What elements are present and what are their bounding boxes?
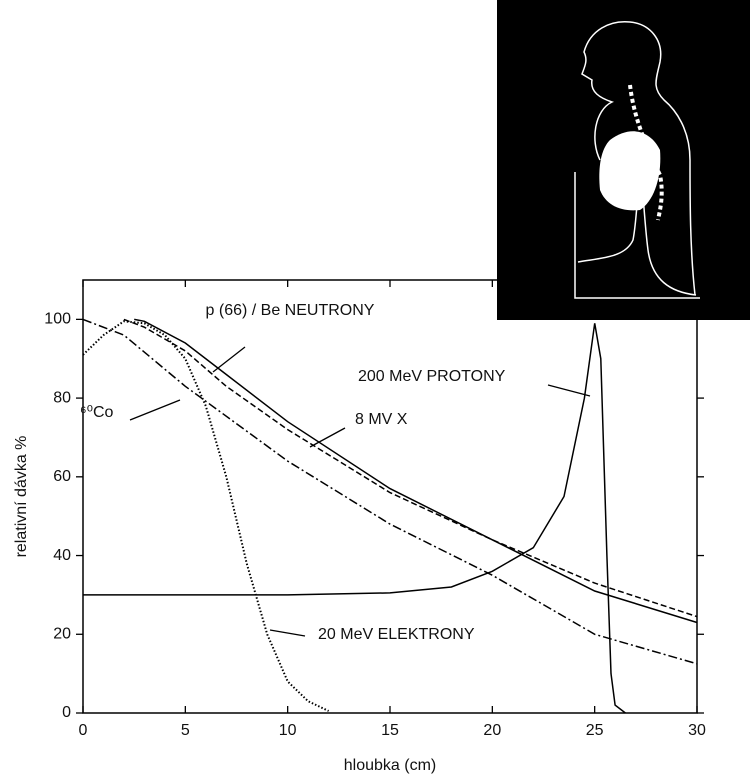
x-tick-label: 20 — [483, 722, 501, 739]
series-label: p (66) / Be NEUTRONY — [206, 302, 375, 319]
data-line — [82, 320, 330, 712]
series-label: 200 MeV PROTONY — [358, 368, 506, 385]
x-tick-label: 5 — [181, 722, 190, 739]
annotation-leader — [309, 427, 346, 448]
x-axis-label: hloubka (cm) — [344, 757, 436, 774]
y-tick-label: 40 — [53, 547, 71, 564]
annotation-leader — [129, 399, 181, 421]
x-tick-label: 25 — [586, 722, 604, 739]
series-label: ⁶⁰Co — [80, 404, 114, 421]
data-line — [134, 318, 698, 624]
y-tick-label: 100 — [44, 311, 71, 328]
data-line — [83, 323, 626, 714]
y-tick-label: 60 — [53, 468, 71, 485]
series-label: 8 MV X — [355, 411, 408, 428]
series-label: 20 MeV ELEKTRONY — [318, 626, 475, 643]
data-line — [123, 318, 698, 618]
x-tick-label: 15 — [381, 722, 399, 739]
y-tick-label: 20 — [53, 625, 71, 642]
annotation-leader — [547, 384, 591, 397]
data-line — [82, 318, 698, 665]
annotation-leader — [269, 629, 306, 637]
y-axis-label: relativní dávka % — [13, 436, 30, 558]
inset-figure — [497, 0, 750, 320]
y-tick-label: 80 — [53, 389, 71, 406]
x-tick-label: 30 — [688, 722, 706, 739]
x-tick-label: 10 — [279, 722, 297, 739]
y-tick-label: 0 — [62, 704, 71, 721]
plot-frame — [82, 279, 698, 714]
x-tick-label: 0 — [79, 722, 88, 739]
